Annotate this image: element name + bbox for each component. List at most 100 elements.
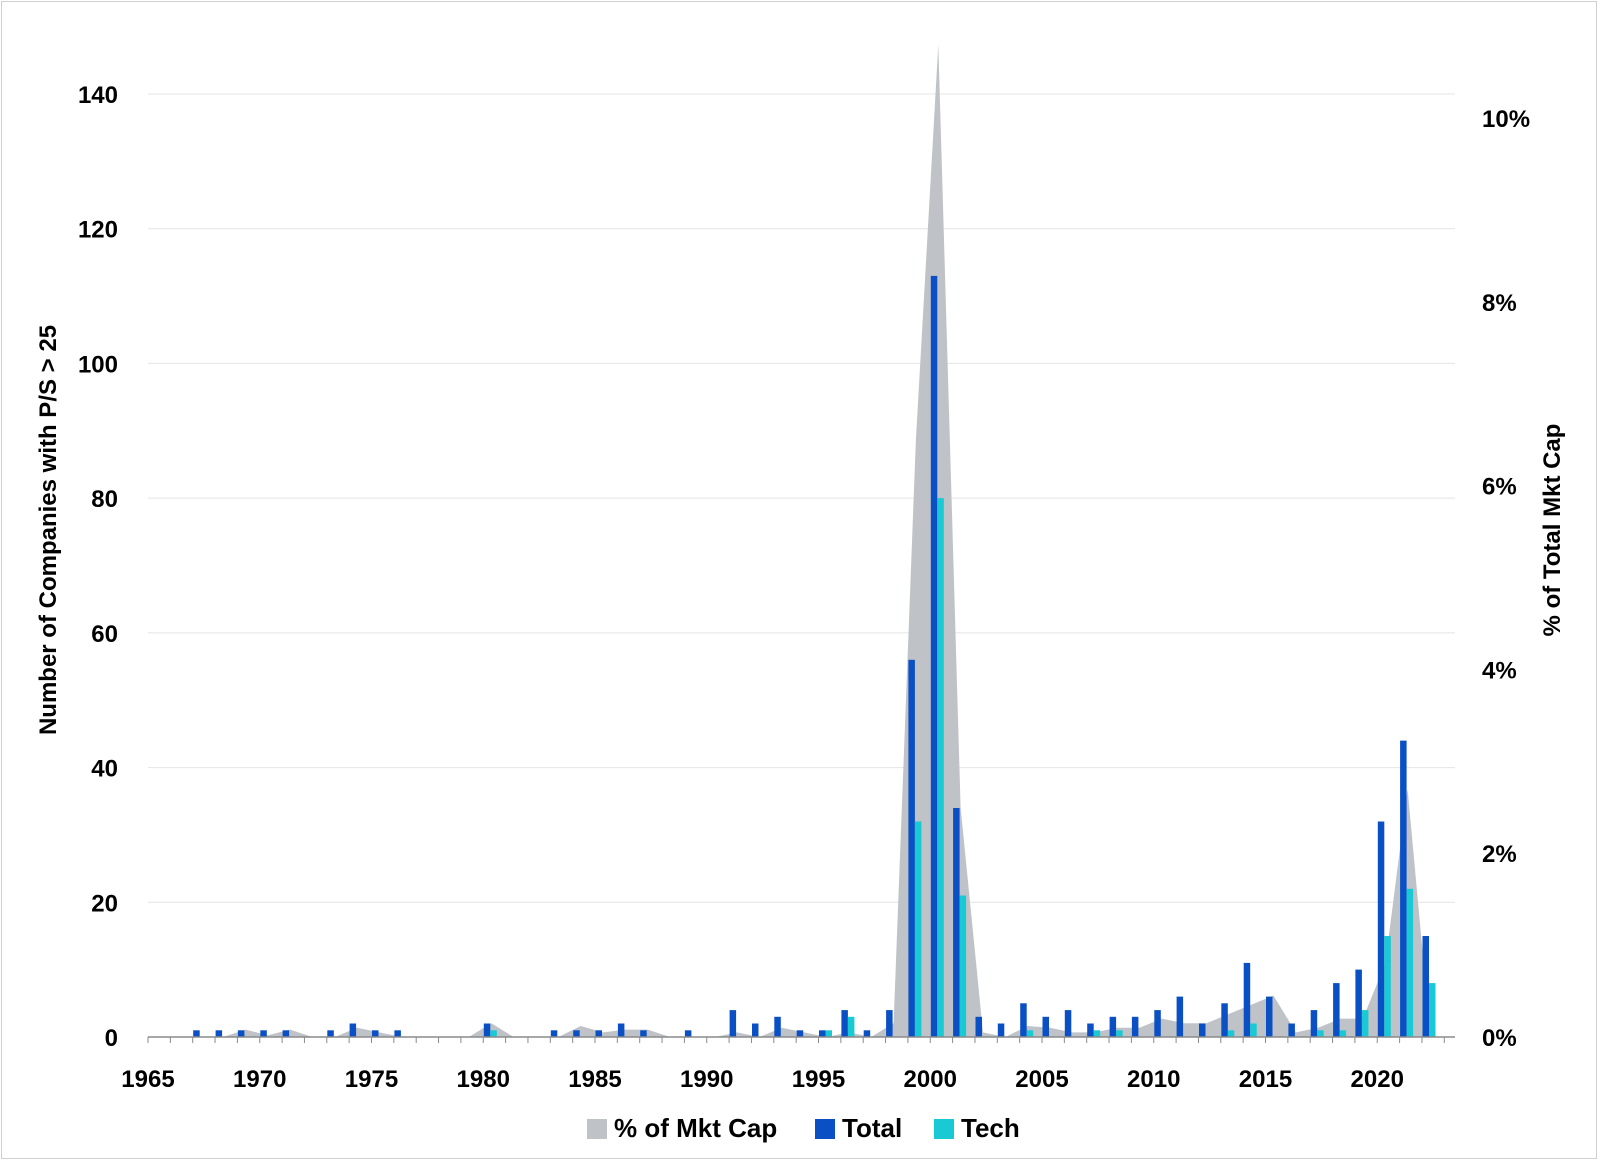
bar-total-1976 [394, 1030, 401, 1037]
y-tick-label-140: 140 [78, 82, 118, 109]
bar-total-1995 [819, 1030, 826, 1037]
y2-tick-label-2: 2% [1482, 841, 1517, 868]
bar-total-1994 [796, 1030, 804, 1037]
bar-total-1986 [617, 1023, 625, 1037]
bar-total-1993 [774, 1016, 781, 1037]
legend-label-total: Total [842, 1113, 902, 1143]
mkt-cap-area-layer [156, 44, 1430, 1037]
bar-total-2016 [1288, 1023, 1295, 1037]
bars-layer [193, 275, 1436, 1038]
bar-total-2014 [1243, 962, 1251, 1037]
bar-total-2009 [1131, 1016, 1139, 1037]
bar-tech-2004 [1026, 1030, 1034, 1037]
x-tick-label-1975: 1975 [345, 1066, 398, 1093]
bar-total-2013 [1221, 1003, 1228, 1037]
bar-tech-1999 [914, 821, 922, 1037]
bar-total-1973 [327, 1030, 334, 1037]
x-tick-label-2005: 2005 [1015, 1066, 1068, 1093]
y-tick-label-60: 60 [91, 621, 118, 648]
bar-tech-2020 [1384, 936, 1391, 1037]
bar-total-2000 [930, 275, 938, 1037]
bar-total-2002 [975, 1016, 982, 1037]
legend-swatch-tech [934, 1119, 954, 1139]
legend-label-mkt-cap: % of Mkt Cap [614, 1113, 777, 1143]
y2-tick-label-0: 0% [1482, 1025, 1517, 1052]
bar-total-1989 [684, 1030, 692, 1037]
bar-tech-2014 [1250, 1023, 1257, 1037]
axes [147, 1036, 1455, 1043]
bar-total-2003 [997, 1023, 1005, 1037]
x-tick-label-1965: 1965 [121, 1066, 174, 1093]
bar-tech-2018 [1339, 1030, 1347, 1037]
y2-axis-title: % of Total Mkt Cap [1539, 424, 1566, 637]
bar-total-2007 [1087, 1023, 1094, 1037]
bar-total-2005 [1042, 1016, 1049, 1037]
x-tick-label-2015: 2015 [1239, 1066, 1292, 1093]
bar-tech-1995 [825, 1030, 832, 1037]
bar-total-1974 [349, 1023, 357, 1037]
bar-tech-2013 [1227, 1030, 1235, 1037]
bar-total-1985 [595, 1030, 602, 1037]
tick-labels: 0 20 40 60 80 100 120 140 0% 2% 4% 6% 8% 10% 1965 1970 1… [78, 82, 1530, 1093]
bar-tech-1980 [490, 1030, 497, 1037]
bar-total-2021 [1400, 740, 1407, 1037]
bar-total-2022 [1422, 936, 1429, 1037]
bar-total-1967 [193, 1030, 200, 1037]
bar-total-2011 [1176, 996, 1184, 1037]
x-tick-label-1970: 1970 [233, 1066, 286, 1093]
y2-tick-label-8: 8% [1482, 290, 1517, 317]
bar-total-2006 [1064, 1010, 1072, 1037]
legend: % of Mkt Cap Total Tech [587, 1113, 1020, 1143]
y-tick-label-20: 20 [91, 890, 118, 917]
y-tick-label-0: 0 [105, 1025, 118, 1052]
bar-tech-2022 [1429, 983, 1436, 1037]
bar-total-2015 [1266, 996, 1273, 1037]
bar-total-2019 [1355, 969, 1362, 1037]
bar-total-2017 [1310, 1010, 1318, 1037]
bar-total-1991 [729, 1010, 737, 1037]
x-tick-label-1995: 1995 [792, 1066, 845, 1093]
legend-swatch-total [815, 1119, 835, 1139]
bar-total-1998 [886, 1010, 893, 1037]
bar-total-2012 [1199, 1023, 1206, 1037]
bar-total-1980 [483, 1023, 491, 1037]
y2-tick-label-10: 10% [1482, 106, 1530, 133]
y-tick-label-80: 80 [91, 486, 118, 513]
bar-tech-2001 [959, 895, 967, 1037]
gridlines [148, 93, 1455, 903]
x-tick-label-2000: 2000 [904, 1066, 957, 1093]
bar-total-2008 [1109, 1016, 1117, 1037]
bar-total-1997 [863, 1030, 871, 1037]
y2-tick-label-6: 6% [1482, 474, 1517, 501]
legend-swatch-mkt-cap [587, 1119, 607, 1139]
bar-tech-2019 [1361, 1010, 1369, 1037]
bar-total-1970 [260, 1030, 267, 1037]
x-tick-label-1985: 1985 [568, 1066, 621, 1093]
bar-total-1996 [841, 1010, 848, 1037]
bar-total-1999 [908, 659, 915, 1037]
bar-total-1971 [282, 1030, 290, 1037]
x-tick-label-2010: 2010 [1127, 1066, 1180, 1093]
bar-total-2004 [1020, 1003, 1027, 1037]
bar-total-1968 [215, 1030, 223, 1037]
bar-total-2010 [1154, 1010, 1161, 1037]
bar-total-1984 [573, 1030, 580, 1037]
x-tick-label-2020: 2020 [1351, 1066, 1404, 1093]
y-axis-title: Number of Companies with P/S > 25 [35, 325, 62, 735]
bar-total-1975 [372, 1030, 379, 1037]
y-tick-label-120: 120 [78, 217, 118, 244]
y-tick-label-40: 40 [91, 756, 118, 783]
x-tick-label-1980: 1980 [457, 1066, 510, 1093]
bar-total-1992 [752, 1023, 759, 1037]
bar-tech-2000 [937, 498, 944, 1038]
legend-label-tech: Tech [961, 1113, 1020, 1143]
bar-tech-2021 [1406, 888, 1414, 1037]
bar-tech-2017 [1317, 1030, 1324, 1037]
bar-total-1969 [237, 1030, 245, 1037]
bar-tech-2007 [1093, 1030, 1101, 1037]
bar-total-1983 [550, 1030, 558, 1037]
y2-tick-label-4: 4% [1482, 657, 1517, 684]
bar-total-2001 [953, 808, 960, 1037]
x-tick-label-1990: 1990 [680, 1066, 733, 1093]
